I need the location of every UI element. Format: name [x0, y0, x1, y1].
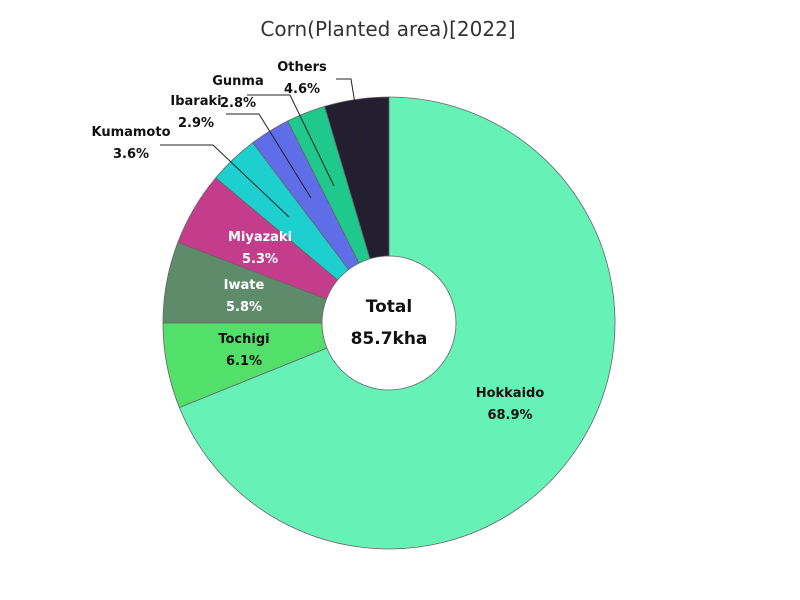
slice-value-tochigi: 6.1%	[226, 354, 262, 369]
slice-label-others: Others	[277, 60, 327, 75]
leaders-layer	[160, 78, 368, 218]
slice-label-hokkaido: Hokkaido	[476, 386, 545, 401]
center-label: Total	[366, 297, 412, 317]
slice-value-miyazaki: 5.3%	[242, 252, 278, 267]
slice-label-gunma: Gunma	[212, 74, 264, 89]
donut-hole	[321, 255, 457, 391]
chart-title: Corn(Planted area)[2022]	[260, 17, 515, 41]
slice-value-iwate: 5.8%	[226, 300, 262, 315]
slice-label-iwate: Iwate	[224, 278, 265, 293]
slice-value-hokkaido: 68.9%	[487, 408, 532, 423]
center-value: 85.7kha	[351, 329, 428, 349]
slice-label-ibaraki: Ibaraki	[170, 94, 221, 109]
slice-value-gunma: 2.8%	[220, 96, 256, 111]
slice-value-ibaraki: 2.9%	[178, 116, 214, 131]
slice-value-kumamoto: 3.6%	[113, 147, 149, 162]
leader-line-gunma	[247, 94, 335, 187]
slice-label-miyazaki: Miyazaki	[228, 230, 292, 245]
slice-label-tochigi: Tochigi	[218, 332, 269, 347]
leader-line-others	[336, 78, 368, 179]
leader-line-ibaraki	[226, 113, 312, 199]
slice-value-others: 4.6%	[284, 82, 320, 97]
labels-layer: Hokkaido 68.9% Tochigi 6.1% Iwate 5.8% Miyazak…	[91, 60, 544, 423]
slice-label-kumamoto: Kumamoto	[91, 125, 170, 140]
leader-line-kumamoto	[160, 144, 290, 218]
